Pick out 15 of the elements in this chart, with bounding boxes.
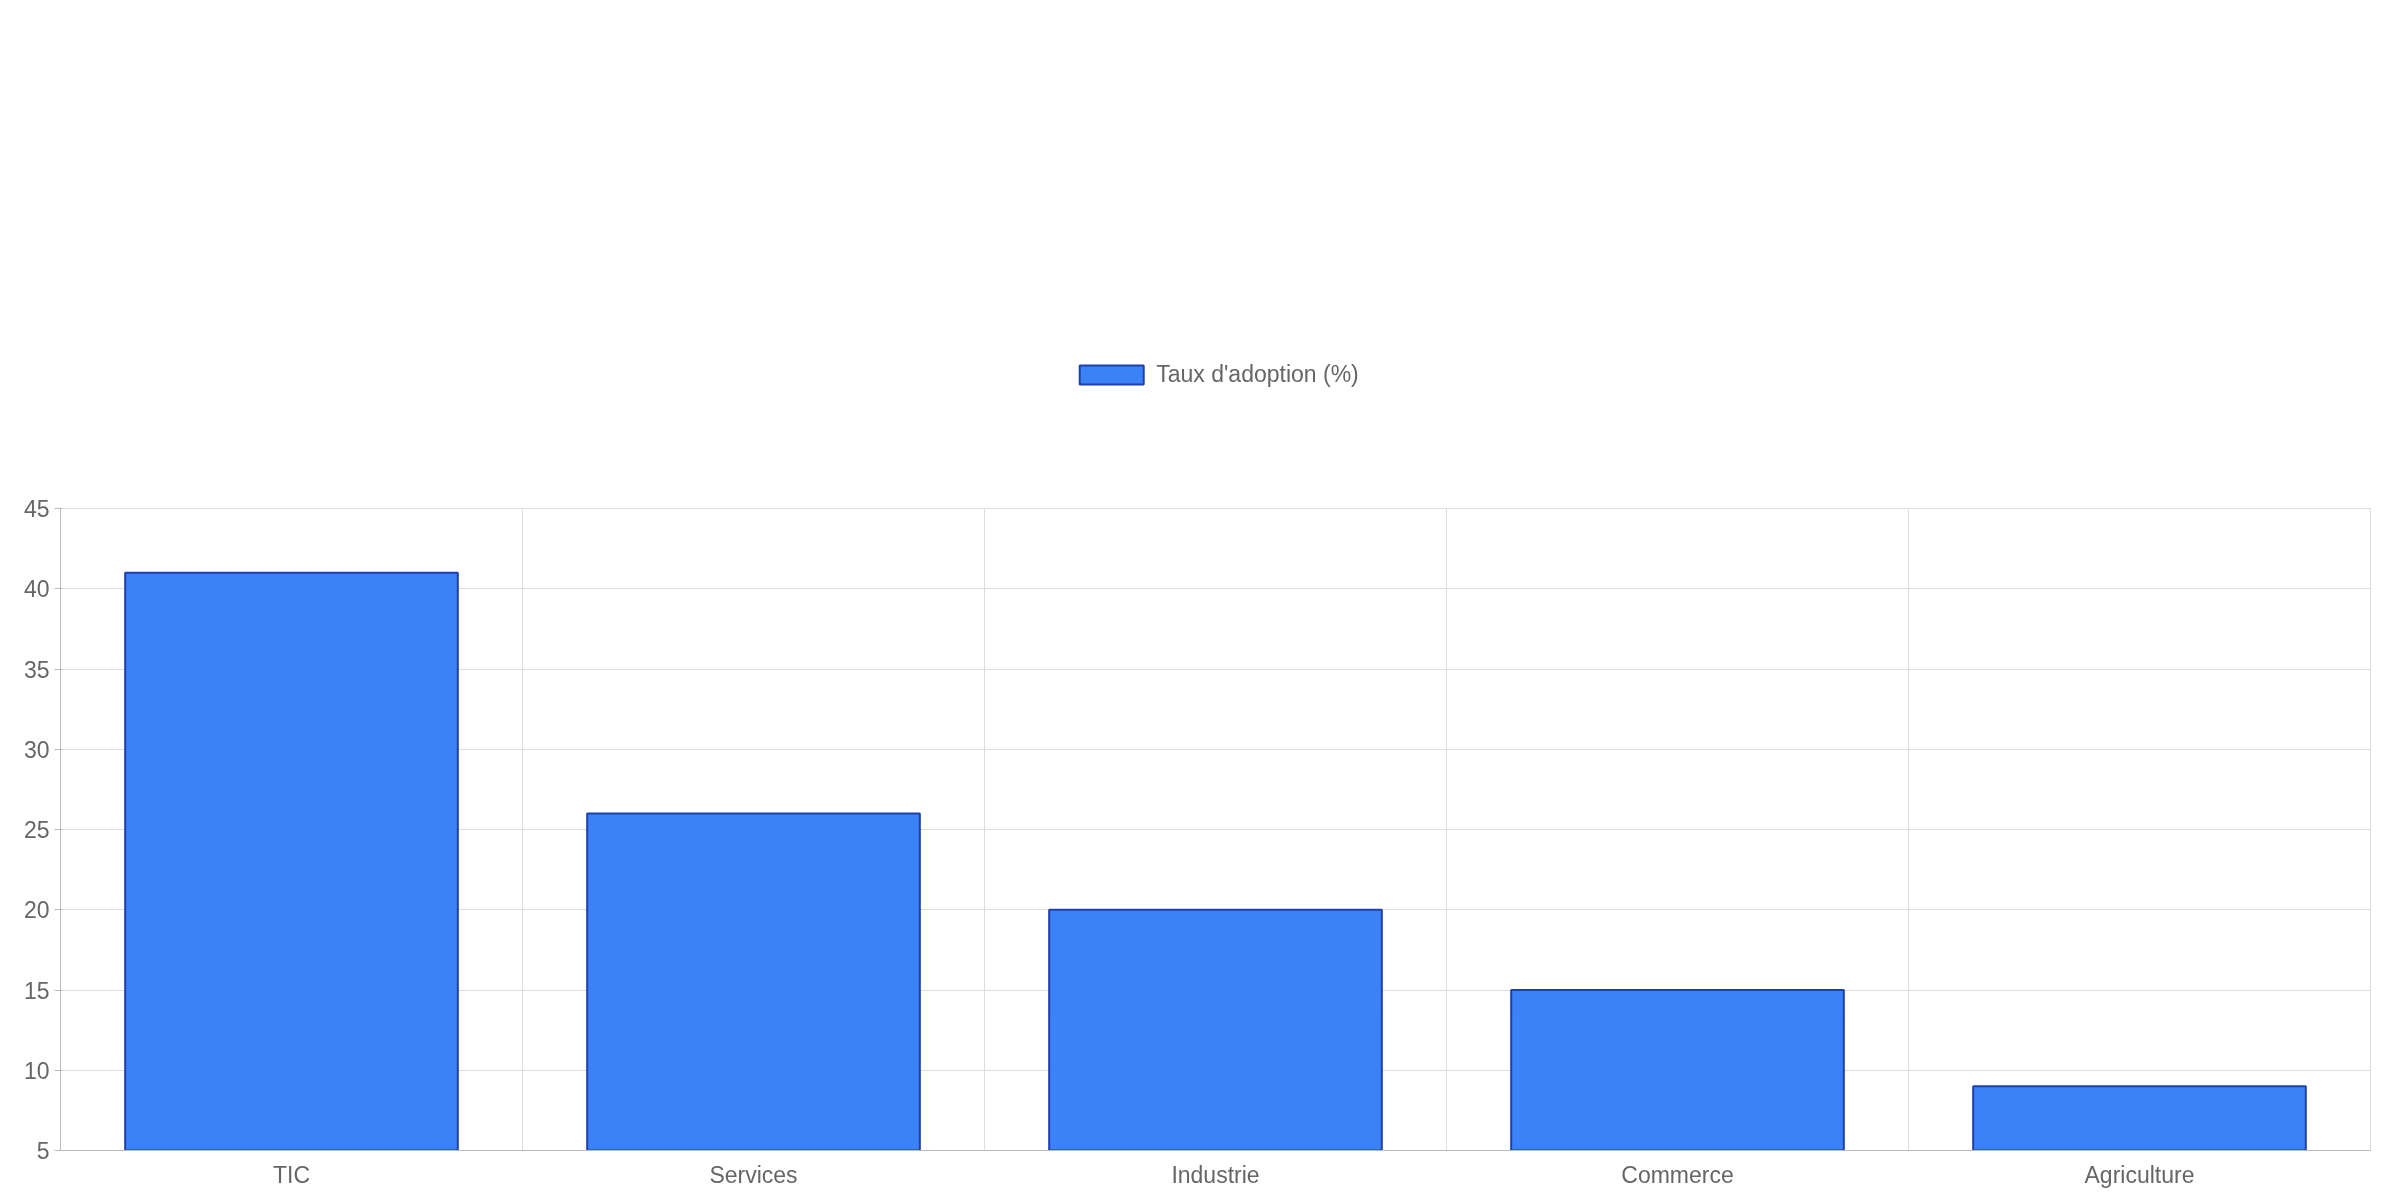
y-tick-label: 45 xyxy=(23,496,50,522)
y-tick-label: 40 xyxy=(23,576,50,603)
y-tick-label: 25 xyxy=(23,817,50,843)
y-tick-label: 5 xyxy=(36,1138,50,1164)
y-tick-label: 20 xyxy=(23,897,50,924)
legend-label: Taux d'adoption (%) xyxy=(1156,360,1359,388)
x-tick-label: Agriculture xyxy=(2084,1161,2195,1188)
y-tick-label: 10 xyxy=(23,1057,50,1084)
x-tick-label: Industrie xyxy=(1171,1161,1260,1188)
y-tick-label: 30 xyxy=(23,736,50,763)
y-tick-label: 15 xyxy=(23,977,50,1004)
x-tick-label: Commerce xyxy=(1621,1161,1734,1188)
y-tick-label: 35 xyxy=(23,656,50,683)
x-tick-label: TIC xyxy=(272,1161,311,1188)
x-tick-label: Services xyxy=(709,1161,798,1188)
